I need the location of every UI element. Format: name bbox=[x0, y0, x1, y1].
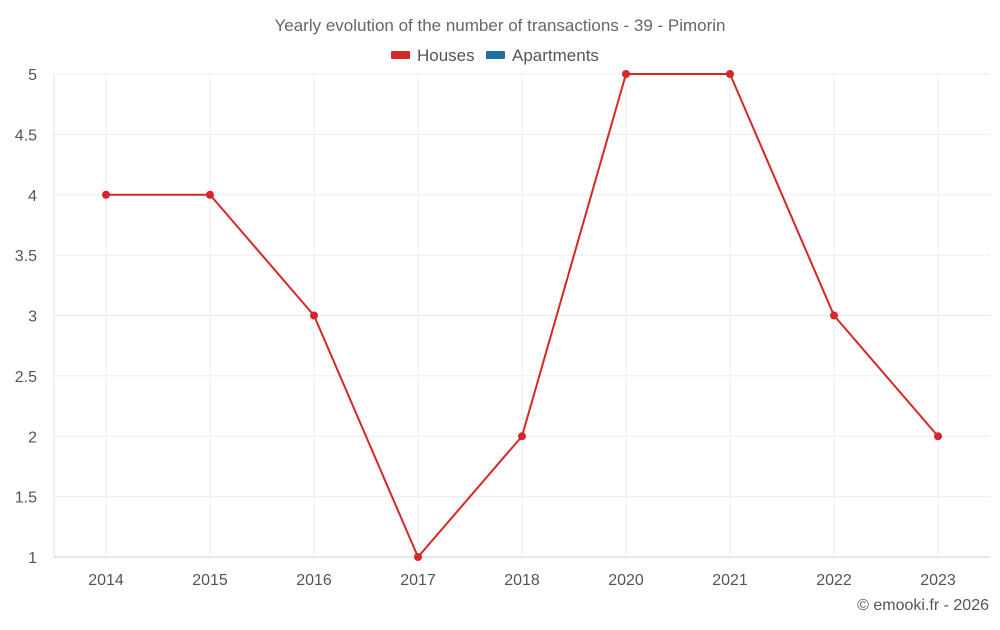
data-point-houses-2014[interactable] bbox=[102, 190, 110, 199]
y-tick-label: 3.5 bbox=[15, 248, 37, 265]
x-tick-label: 2021 bbox=[712, 572, 748, 589]
x-tick-label: 2020 bbox=[608, 572, 644, 589]
chart-title: Yearly evolution of the number of transa… bbox=[274, 16, 725, 35]
y-tick-label: 4.5 bbox=[15, 127, 37, 144]
credit-text: © emooki.fr - 2026 bbox=[857, 597, 989, 614]
x-tick-label: 2014 bbox=[88, 572, 124, 589]
x-tick-label: 2017 bbox=[400, 572, 436, 589]
legend-item-houses[interactable]: Houses bbox=[391, 46, 475, 65]
y-tick-label: 1 bbox=[28, 550, 37, 567]
grid bbox=[54, 73, 990, 558]
data-point-houses-2021[interactable] bbox=[726, 70, 734, 78]
data-point-houses-2022[interactable] bbox=[830, 311, 838, 320]
y-tick-label: 3 bbox=[28, 309, 37, 326]
series bbox=[102, 70, 942, 561]
y-tick-label: 4 bbox=[28, 188, 37, 205]
y-tick-label: 2 bbox=[28, 429, 37, 446]
data-point-houses-2017[interactable] bbox=[414, 553, 422, 561]
legend-swatch-apartments bbox=[486, 51, 505, 59]
data-point-houses-2020[interactable] bbox=[622, 70, 630, 78]
data-point-houses-2023[interactable] bbox=[934, 432, 942, 441]
y-tick-label: 5 bbox=[28, 67, 37, 84]
data-point-houses-2015[interactable] bbox=[206, 190, 214, 199]
y-tick-label: 2.5 bbox=[15, 369, 37, 386]
legend-label-apartments: Apartments bbox=[512, 46, 599, 65]
x-tick-label: 2023 bbox=[920, 572, 956, 589]
axes: 1 1.5 2 2.5 3 3.5 4 4.5 5 2014 2015 2016 2017 2018 202… bbox=[15, 67, 956, 589]
legend: Houses Apartments bbox=[391, 46, 599, 65]
x-tick-label: 2015 bbox=[192, 572, 228, 589]
legend-item-apartments[interactable]: Apartments bbox=[486, 46, 599, 65]
data-point-houses-2018[interactable] bbox=[518, 432, 526, 441]
data-point-houses-2016[interactable] bbox=[310, 311, 318, 320]
x-tick-label: 2016 bbox=[296, 572, 332, 589]
x-tick-label: 2018 bbox=[504, 572, 540, 589]
legend-swatch-houses bbox=[391, 51, 410, 59]
legend-label-houses: Houses bbox=[417, 46, 475, 65]
x-tick-label: 2022 bbox=[816, 572, 852, 589]
y-tick-label: 1.5 bbox=[15, 490, 37, 507]
